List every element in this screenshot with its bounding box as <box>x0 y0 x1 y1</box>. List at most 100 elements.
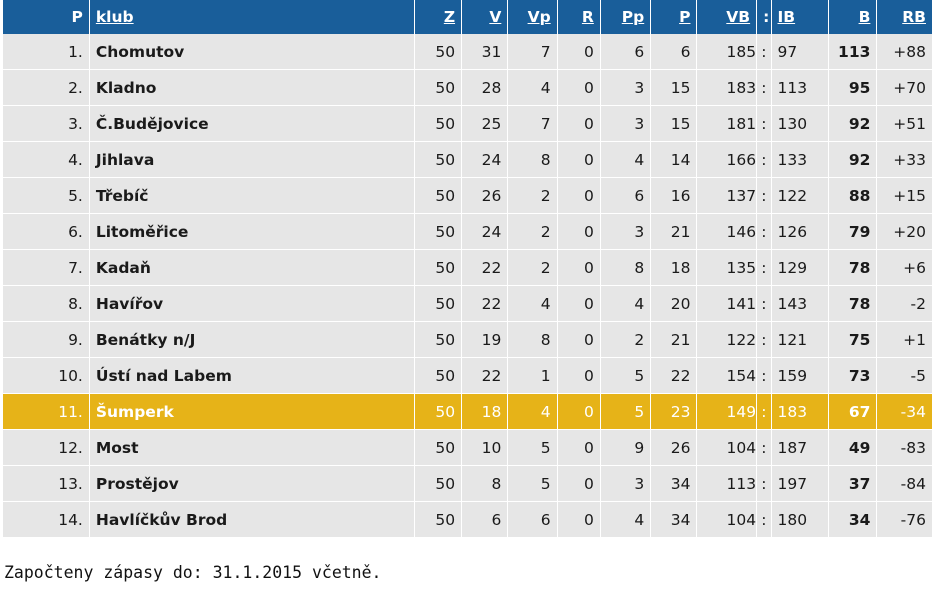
sort-link-z[interactable]: Z <box>443 8 456 26</box>
sort-link-club[interactable]: klub <box>95 8 134 26</box>
cell-vp: 5 <box>507 429 558 466</box>
cell-ib: 197 <box>771 465 830 502</box>
cell-r: 0 <box>557 34 601 70</box>
cell-club: Litoměřice <box>89 213 415 250</box>
sort-link-b[interactable]: B <box>858 8 871 26</box>
cell-ib: 187 <box>771 429 830 466</box>
col-header-p[interactable]: P <box>650 0 698 34</box>
cell-r: 0 <box>557 105 601 142</box>
cell-v: 24 <box>461 141 509 178</box>
sort-link-v[interactable]: V <box>489 8 502 26</box>
cell-pp: 2 <box>600 321 652 358</box>
col-header-vp[interactable]: Vp <box>507 0 558 34</box>
cell-ib: 126 <box>771 213 830 250</box>
col-header-vb[interactable]: VB <box>696 0 758 34</box>
cell-pp: 5 <box>600 357 652 394</box>
sort-link-p[interactable]: P <box>679 8 691 26</box>
cell-vp: 5 <box>507 465 558 502</box>
col-header-r[interactable]: R <box>557 0 601 34</box>
cell-vp: 8 <box>507 321 558 358</box>
cell-p: 26 <box>650 429 698 466</box>
cell-club: Most <box>89 429 415 466</box>
sort-link-pp[interactable]: Pp <box>621 8 645 26</box>
cell-club: Havířov <box>89 285 415 322</box>
col-header-z[interactable]: Z <box>414 0 463 34</box>
cell-pp: 4 <box>600 285 652 322</box>
col-header-club[interactable]: klub <box>89 0 415 34</box>
col-header-ib[interactable]: IB <box>771 0 830 34</box>
cell-z: 50 <box>414 321 463 358</box>
table-row: 5. Třebíč 50 26 2 0 6 16 137:122 88 +15 <box>3 177 933 214</box>
table-row: 2. Kladno 50 28 4 0 3 15 183:113 95 +70 <box>3 69 933 106</box>
cell-z: 50 <box>414 285 463 322</box>
cell-separator: : <box>756 69 772 106</box>
cell-separator: : <box>756 321 772 358</box>
col-header-rb[interactable]: RB <box>876 0 933 34</box>
cell-ib: 129 <box>771 249 830 286</box>
cell-r: 0 <box>557 393 601 430</box>
cell-club: Jihlava <box>89 141 415 178</box>
cell-points: 49 <box>828 429 878 466</box>
cell-vp: 8 <box>507 141 558 178</box>
cell-r: 0 <box>557 285 601 322</box>
counted-matches-note: Započteny zápasy do: 31.1.2015 včetně. <box>4 563 382 582</box>
cell-club: Kladno <box>89 69 415 106</box>
sort-link-ib[interactable]: IB <box>777 8 796 26</box>
table-row: 6. Litoměřice 50 24 2 0 3 21 146:126 79 +20 <box>3 213 933 250</box>
col-header-pp[interactable]: Pp <box>600 0 652 34</box>
col-header-v[interactable]: V <box>461 0 509 34</box>
cell-r: 0 <box>557 141 601 178</box>
cell-position: 11. <box>3 393 90 430</box>
cell-vp: 4 <box>507 393 558 430</box>
cell-vb: 183 <box>696 69 758 106</box>
cell-points: 67 <box>828 393 878 430</box>
cell-vb: 154 <box>696 357 758 394</box>
cell-position: 10. <box>3 357 90 394</box>
cell-vb: 146 <box>696 213 758 250</box>
cell-pp: 4 <box>600 141 652 178</box>
cell-v: 8 <box>461 465 509 502</box>
cell-v: 22 <box>461 249 509 286</box>
cell-pp: 3 <box>600 213 652 250</box>
cell-points: 78 <box>828 249 878 286</box>
cell-points: 78 <box>828 285 878 322</box>
cell-club: Havlíčkův Brod <box>89 501 415 538</box>
col-header-b[interactable]: B <box>828 0 878 34</box>
cell-separator: : <box>756 177 772 214</box>
cell-v: 22 <box>461 285 509 322</box>
cell-v: 24 <box>461 213 509 250</box>
cell-rb: +51 <box>876 105 933 142</box>
cell-vp: 4 <box>507 285 558 322</box>
cell-p: 15 <box>650 105 698 142</box>
cell-r: 0 <box>557 465 601 502</box>
sort-link-vb[interactable]: VB <box>726 8 751 26</box>
cell-position: 1. <box>3 34 90 70</box>
cell-v: 25 <box>461 105 509 142</box>
cell-position: 9. <box>3 321 90 358</box>
cell-position: 5. <box>3 177 90 214</box>
cell-ib: 97 <box>771 34 830 70</box>
standings-container: P klub Z V Vp R Pp P VB : IB B RB 1. Chom… <box>3 0 933 538</box>
sort-link-r[interactable]: R <box>581 8 594 26</box>
cell-r: 0 <box>557 501 601 538</box>
cell-p: 18 <box>650 249 698 286</box>
cell-z: 50 <box>414 429 463 466</box>
sort-link-vp[interactable]: Vp <box>527 8 551 26</box>
cell-vb: 104 <box>696 429 758 466</box>
cell-club: Šumperk <box>89 393 415 430</box>
cell-separator: : <box>756 429 772 466</box>
cell-points: 92 <box>828 105 878 142</box>
col-header-separator: : <box>756 0 772 34</box>
cell-v: 18 <box>461 393 509 430</box>
cell-z: 50 <box>414 501 463 538</box>
cell-z: 50 <box>414 177 463 214</box>
cell-v: 10 <box>461 429 509 466</box>
cell-separator: : <box>756 34 772 70</box>
cell-p: 6 <box>650 34 698 70</box>
sort-link-rb[interactable]: RB <box>902 8 926 26</box>
cell-rb: -84 <box>876 465 933 502</box>
cell-vp: 7 <box>507 34 558 70</box>
cell-p: 23 <box>650 393 698 430</box>
cell-vb: 135 <box>696 249 758 286</box>
cell-ib: 113 <box>771 69 830 106</box>
